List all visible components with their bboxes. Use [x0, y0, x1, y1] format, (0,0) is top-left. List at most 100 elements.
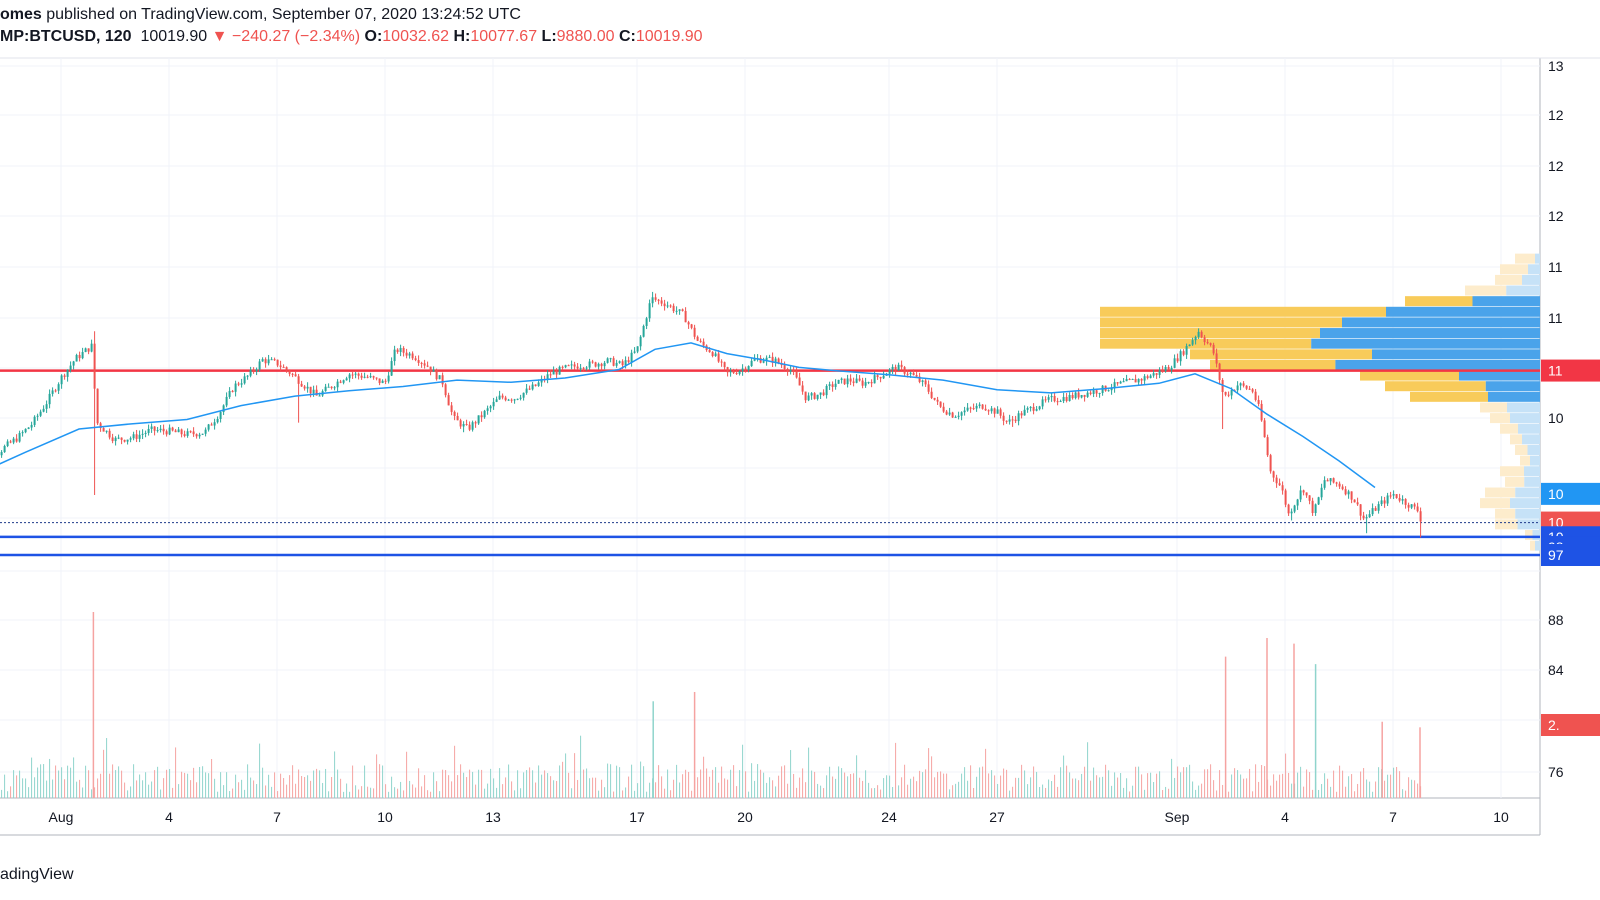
- candle-body: [579, 367, 582, 369]
- candle-body: [135, 434, 138, 439]
- candle-body: [258, 361, 261, 370]
- volume-profile-up-bar: [1190, 349, 1372, 360]
- candle-body: [111, 437, 114, 442]
- candle-body: [1023, 409, 1026, 416]
- candle-body: [1371, 508, 1374, 515]
- volume-profile-down-bar: [1524, 466, 1540, 477]
- candle-body: [1248, 388, 1251, 390]
- candle-body: [54, 390, 57, 392]
- candle-body: [1281, 485, 1284, 491]
- candle-body: [1257, 399, 1260, 404]
- volume-profile-up-bar: [1510, 434, 1522, 445]
- candle-body: [393, 349, 396, 362]
- volume-profile-up-bar: [1485, 487, 1516, 498]
- candle-body: [561, 366, 564, 368]
- candle-body: [27, 427, 30, 429]
- candle-body: [558, 366, 561, 375]
- candle-body: [1026, 408, 1029, 410]
- candle-body: [1125, 378, 1128, 382]
- candle-body: [138, 434, 141, 439]
- candle-body: [1350, 491, 1353, 500]
- candle-body: [618, 361, 621, 363]
- high-label: H:: [453, 28, 471, 45]
- candle-body: [1185, 346, 1188, 355]
- candle-body: [1203, 337, 1206, 343]
- candle-body: [1161, 370, 1164, 372]
- candle-body: [36, 415, 39, 417]
- candle-body: [744, 368, 747, 371]
- candle-body: [588, 361, 591, 368]
- price-axis-label: 11: [1548, 259, 1563, 275]
- candle-body: [969, 407, 972, 409]
- candle-body: [48, 393, 51, 405]
- candle-body: [906, 373, 909, 375]
- candle-body: [1113, 382, 1116, 389]
- time-axis-label: Aug: [49, 809, 74, 825]
- candle-body: [159, 428, 162, 431]
- candle-body: [1278, 483, 1281, 486]
- candle-body: [75, 354, 78, 362]
- volume-profile-up-bar: [1515, 253, 1535, 264]
- volume-profile-down-bar: [1372, 349, 1540, 360]
- candle-body: [1014, 419, 1017, 422]
- candle-body: [882, 375, 885, 379]
- time-axis-label: 24: [881, 809, 897, 825]
- candle-body: [1140, 379, 1143, 381]
- volume-profile-up-bar: [1515, 444, 1528, 455]
- candle-body: [654, 297, 657, 300]
- candle-body: [1320, 487, 1323, 498]
- candle-body: [1188, 344, 1191, 347]
- candle-body: [1176, 358, 1179, 362]
- candle-body: [1038, 406, 1041, 410]
- volume-profile-down-bar: [1527, 444, 1540, 455]
- price-tag: [1541, 359, 1600, 382]
- candle-body: [1287, 504, 1290, 514]
- candle-body: [936, 399, 939, 402]
- volume-profile-down-bar: [1510, 498, 1540, 509]
- candle-body: [1020, 413, 1023, 416]
- change-arrow-icon: ▼: [211, 28, 228, 45]
- candle-body: [99, 423, 102, 429]
- candle-body: [585, 367, 588, 369]
- candle-body: [894, 366, 897, 371]
- candle-body: [612, 358, 615, 366]
- candle-body: [1230, 390, 1233, 396]
- candle-body: [1326, 480, 1329, 482]
- candle-body: [39, 411, 42, 416]
- volume-profile-up-bar: [1100, 338, 1312, 349]
- candle-body: [1398, 497, 1401, 501]
- candle-body: [144, 432, 147, 434]
- candle-body: [354, 373, 357, 375]
- candle-body: [1353, 499, 1356, 503]
- candle-body: [672, 305, 675, 312]
- candle-body: [156, 430, 159, 432]
- candle-body: [243, 376, 246, 384]
- candle-body: [1224, 392, 1227, 395]
- candle-body: [927, 384, 930, 392]
- candle-body: [693, 327, 696, 337]
- candle-body: [891, 366, 894, 370]
- candle-body: [723, 362, 726, 368]
- candle-body: [330, 386, 333, 388]
- candle-body: [264, 359, 267, 364]
- candle-body: [390, 361, 393, 376]
- time-axis-label: Sep: [1165, 809, 1190, 825]
- candle-body: [339, 381, 342, 383]
- candle-body: [873, 375, 876, 384]
- candle-body: [555, 371, 558, 375]
- candle-body: [759, 358, 762, 363]
- candle-body: [1251, 389, 1254, 392]
- candle-body: [915, 374, 918, 377]
- candle-body: [1167, 367, 1170, 370]
- candle-body: [45, 404, 48, 409]
- volume-profile-down-bar: [1459, 370, 1540, 381]
- candle-body: [465, 424, 468, 426]
- candle-body: [303, 386, 306, 389]
- candle-body: [165, 431, 168, 435]
- candle-body: [957, 415, 960, 417]
- candle-body: [1209, 343, 1212, 345]
- candle-body: [327, 386, 330, 388]
- candle-body: [291, 373, 294, 375]
- candle-body: [855, 378, 858, 383]
